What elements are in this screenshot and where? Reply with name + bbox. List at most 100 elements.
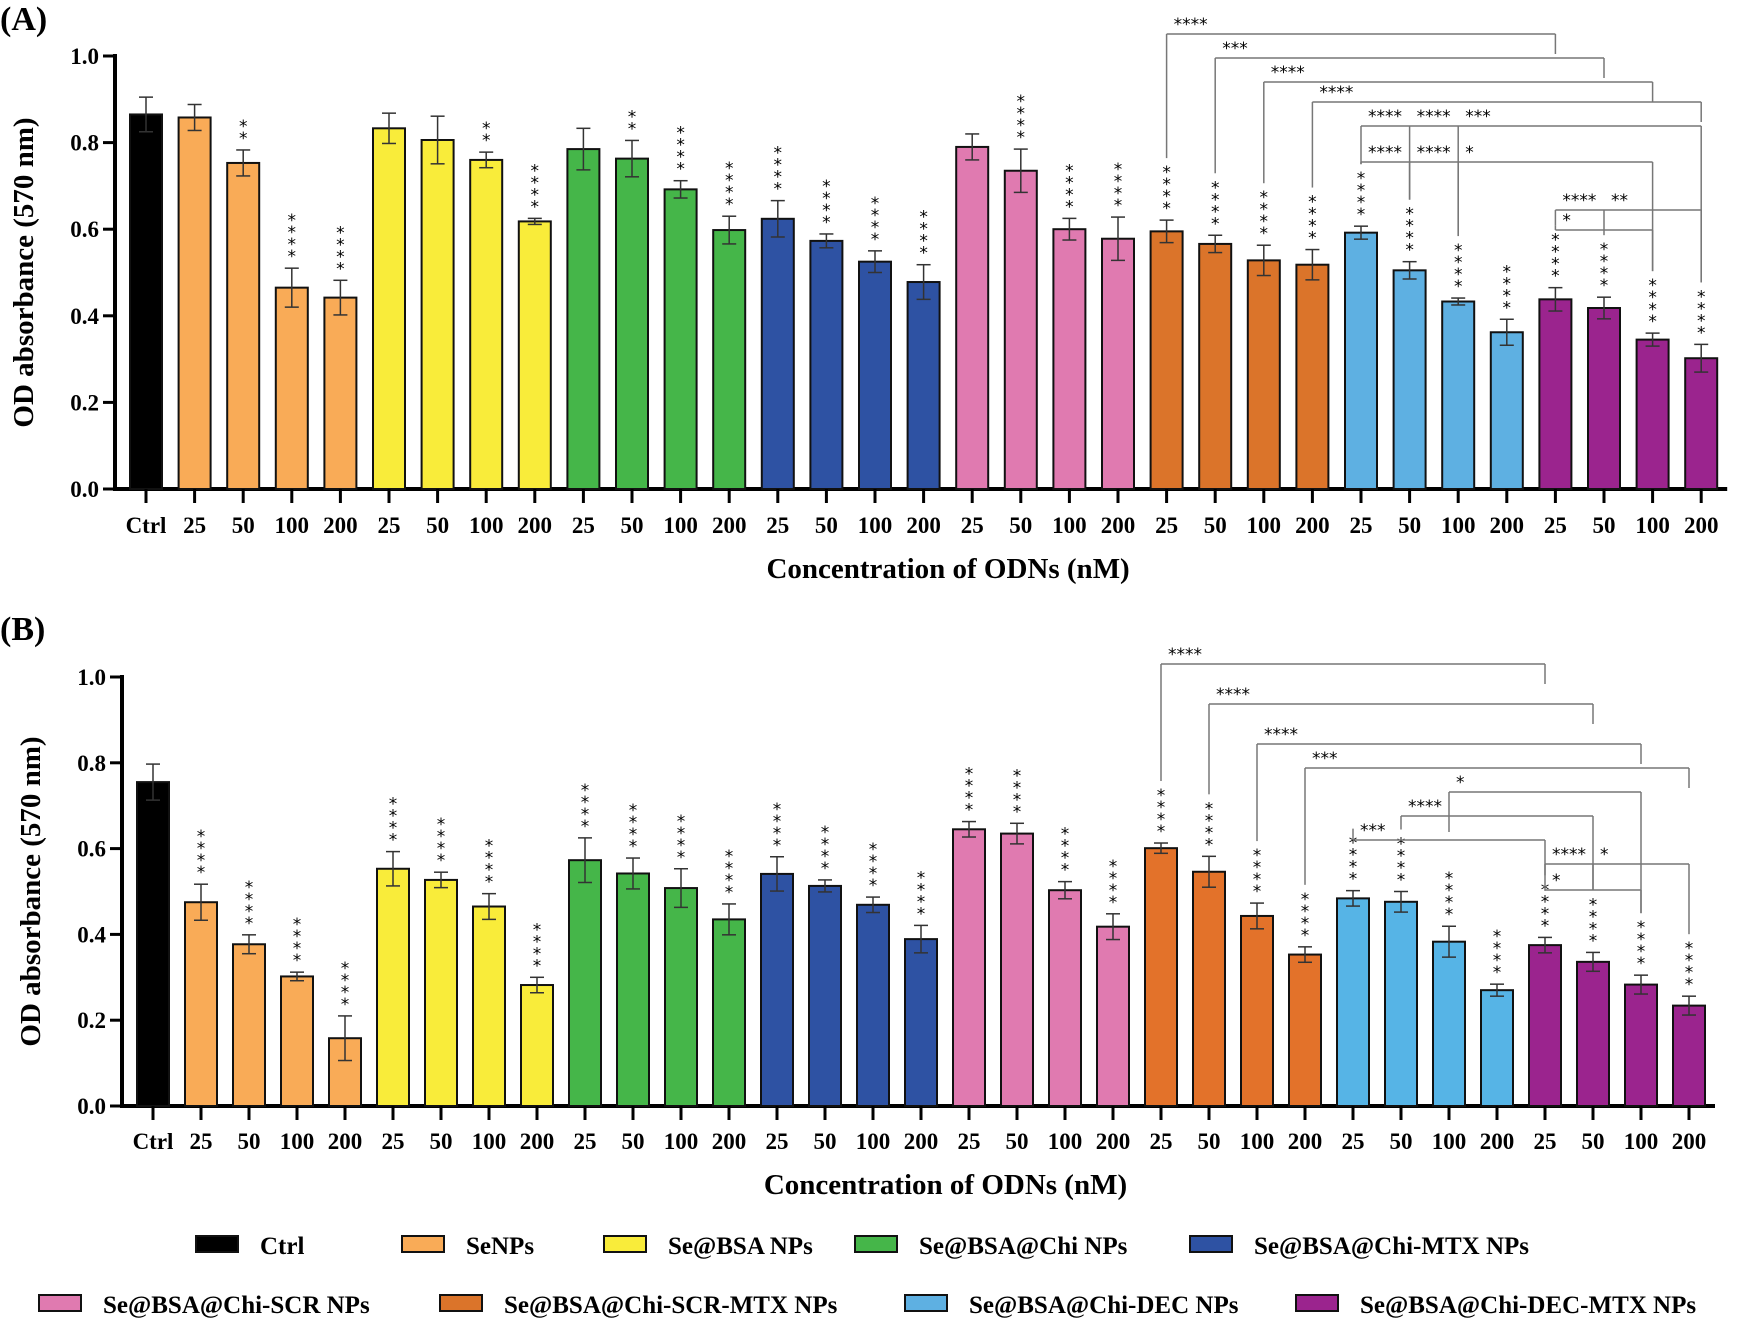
panel-b: (B) 0.0 0.2 0.4 0.6 0.8 1.0 OD absorbance (570 … xyxy=(0,611,1715,1201)
bar xyxy=(520,984,554,1107)
x-tick-label: 200 xyxy=(518,513,553,538)
x-tick-label: 100 xyxy=(1624,1129,1659,1154)
significance-label: **** xyxy=(1157,786,1166,842)
significance-label: **** xyxy=(1503,262,1512,318)
x-tick-label: 100 xyxy=(469,513,504,538)
significance-label: **** xyxy=(341,959,350,1015)
x-tick-label: 50 xyxy=(1390,1129,1413,1154)
bar xyxy=(952,828,986,1107)
bar xyxy=(808,884,842,1107)
x-tick-label: 25 xyxy=(1534,1129,1557,1154)
legend-label: Se@BSA@Chi-MTX NPs xyxy=(1254,1233,1529,1260)
legend-item: Se@BSA@Chi-SCR-MTX NPs xyxy=(439,1292,838,1319)
bracket-label: **** xyxy=(1174,15,1208,35)
y-tick-label: 1.0 xyxy=(77,665,106,690)
bracket-label: *** xyxy=(1222,39,1248,59)
y-tick-label: 1.0 xyxy=(70,44,99,69)
bracket-label: * xyxy=(1600,845,1609,865)
x-tick-label: 50 xyxy=(238,1129,261,1154)
bracket-label: **** xyxy=(1319,83,1353,103)
bar xyxy=(420,139,455,490)
x-tick-label: 50 xyxy=(1198,1129,1221,1154)
bar xyxy=(472,905,506,1108)
bar xyxy=(1489,331,1524,490)
panel-label: (B) xyxy=(0,611,45,648)
bar xyxy=(1192,870,1226,1107)
x-tick-label: 200 xyxy=(328,1129,363,1154)
x-tick-label: 200 xyxy=(904,1129,939,1154)
significance-label: **** xyxy=(1114,160,1123,216)
y-tick-label: 0.8 xyxy=(77,751,106,776)
bar xyxy=(226,161,261,491)
bracket-label: ** xyxy=(1611,191,1628,211)
significance-label: **** xyxy=(288,211,297,267)
bracket-label: *** xyxy=(1360,821,1386,841)
significance-label: **** xyxy=(1697,287,1706,343)
x-tick-label: 200 xyxy=(1672,1129,1707,1154)
bar xyxy=(1048,889,1082,1108)
significance-label: **** xyxy=(1685,939,1694,995)
significance-label: **** xyxy=(336,223,345,279)
significance-label: ** xyxy=(628,107,637,139)
legend-swatch xyxy=(1189,1235,1233,1253)
bracket-label: **** xyxy=(1264,725,1298,745)
significance-label: **** xyxy=(389,795,398,851)
significance-label: **** xyxy=(1493,927,1502,983)
legend-label: Se@BSA@Chi-SCR NPs xyxy=(103,1292,370,1319)
x-tick-label: 25 xyxy=(1155,513,1178,538)
bar xyxy=(616,872,650,1107)
significance-label: **** xyxy=(1600,240,1609,296)
bar xyxy=(376,867,410,1107)
significance-label: **** xyxy=(774,144,783,200)
x-tick-label: 50 xyxy=(815,513,838,538)
significance-label: **** xyxy=(1260,188,1269,244)
bar xyxy=(323,296,358,491)
significance-label: **** xyxy=(531,161,540,217)
x-tick-label: 100 xyxy=(280,1129,315,1154)
comparison-bracket: **** ** xyxy=(1554,191,1702,283)
bar xyxy=(372,127,406,490)
bracket-label: *** xyxy=(1465,107,1491,127)
significance-label: **** xyxy=(437,815,446,871)
legend-swatch xyxy=(854,1235,898,1253)
legend-label: Se@BSA@Chi-DEC-MTX NPs xyxy=(1360,1292,1696,1319)
bar xyxy=(1432,940,1466,1107)
significance-label: **** xyxy=(773,800,782,856)
bracket-label: **** xyxy=(1368,107,1402,127)
bar xyxy=(1480,989,1514,1107)
bar xyxy=(760,217,795,490)
significance-label: **** xyxy=(869,840,878,896)
x-tick-label: 50 xyxy=(621,513,644,538)
significance-label: **** xyxy=(581,781,590,837)
legend-swatch xyxy=(603,1235,647,1253)
bar xyxy=(1101,237,1135,490)
x-tick-label: 100 xyxy=(664,1129,699,1154)
comparison-bracket: **** * xyxy=(1544,845,1690,935)
y-tick-label: 0.4 xyxy=(70,304,99,329)
significance-label: **** xyxy=(629,801,638,857)
x-tick-label: 100 xyxy=(1441,513,1476,538)
legend-item: Se@BSA@Chi-SCR NPs xyxy=(38,1292,370,1319)
bar xyxy=(1576,960,1610,1108)
legend-swatch xyxy=(401,1235,445,1253)
bar xyxy=(280,975,314,1108)
legend-item: Ctrl xyxy=(195,1233,304,1260)
x-tick-label: 50 xyxy=(1009,513,1032,538)
x-tick-label: 25 xyxy=(1342,1129,1365,1154)
x-tick-label: 200 xyxy=(1288,1129,1323,1154)
x-tick-label: 25 xyxy=(190,1129,213,1154)
bar xyxy=(129,113,163,491)
significance-label: **** xyxy=(1397,835,1406,891)
legend-item: Se@BSA@Chi-MTX NPs xyxy=(1189,1233,1529,1260)
bracket-label: **** xyxy=(1168,645,1202,665)
bar xyxy=(760,872,794,1108)
significance-label: **** xyxy=(197,827,206,883)
legend-item: Se@BSA@Chi-DEC NPs xyxy=(904,1292,1239,1319)
significance-label: **** xyxy=(1253,846,1262,902)
significance-label: **** xyxy=(917,868,926,924)
x-tick-label: 100 xyxy=(663,513,698,538)
comparison-bracket: **** xyxy=(1256,725,1642,842)
significance-label: **** xyxy=(1017,92,1026,148)
bar xyxy=(1384,900,1418,1108)
